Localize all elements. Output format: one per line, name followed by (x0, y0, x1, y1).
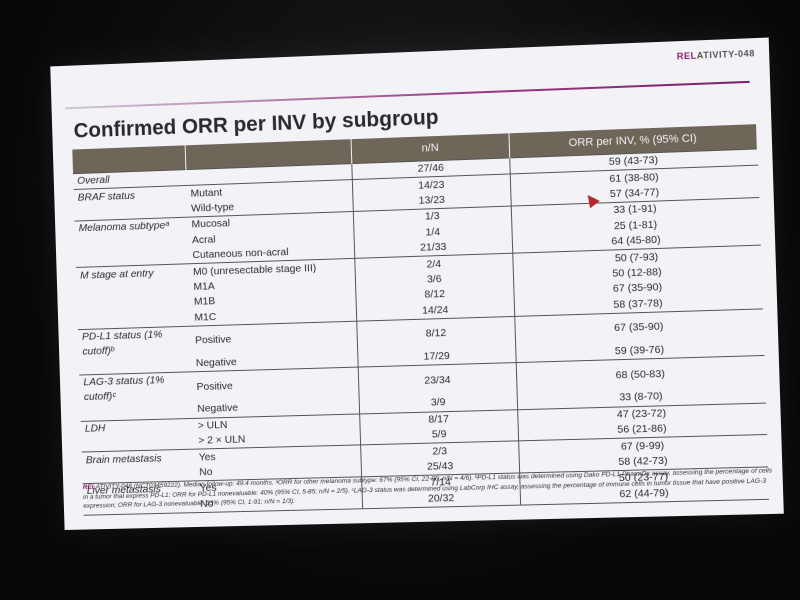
presentation-slide: RELATIVITY-048 Confirmed ORR per INV by … (50, 38, 784, 530)
row-subgroup-label: Positive (191, 321, 358, 356)
orr-subgroup-table: n/N ORR per INV, % (95% CI) Overall 27/46… (72, 124, 769, 516)
header-rule (65, 81, 749, 109)
footnote-prefix: REL (83, 484, 96, 491)
study-brand: RELATIVITY-048 (677, 48, 755, 61)
row-group-label: PD-L1 status (1% cutoff)ᵇ (78, 326, 192, 360)
brand-prefix: REL (677, 51, 697, 62)
row-subgroup-label: Positive (192, 367, 359, 402)
brand-rest: ATIVITY-048 (697, 48, 755, 60)
table-body: Overall 27/46 59 (43-73) BRAF status Mutant 1… (73, 149, 768, 515)
row-group-label: LAG-3 status (1% cutoff)ᶜ (79, 372, 193, 405)
row-n-over-n: 23/34 (358, 363, 517, 398)
row-n-over-n: 8/12 (357, 316, 516, 351)
